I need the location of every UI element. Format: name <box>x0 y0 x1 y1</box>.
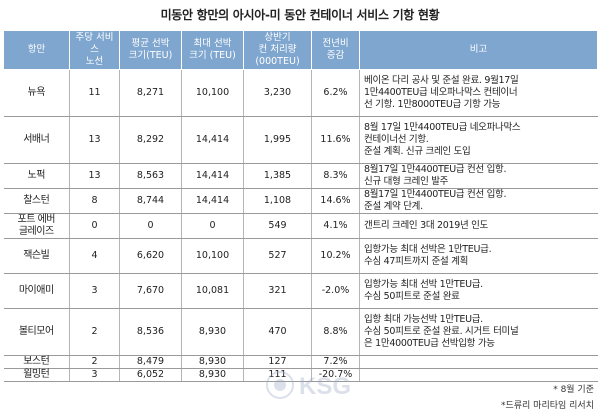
avg-size-cell: 7,670 <box>119 273 182 309</box>
services-cell: 2 <box>69 308 120 356</box>
port-cell: 윌밍턴 <box>3 368 70 382</box>
port-cell: 잭슨빌 <box>3 238 70 274</box>
avg-size-cell: 8,744 <box>119 188 182 214</box>
change-cell: 6.2% <box>311 69 360 117</box>
change-cell: 14.6% <box>311 188 360 214</box>
port-cell: 마이애미 <box>3 273 70 309</box>
ksg-watermark-logo: KSG <box>266 371 351 400</box>
volume-cell: 321 <box>243 273 312 309</box>
header-note: 비고 <box>359 30 598 70</box>
table-row: 마이애미 3 7,670 10,081 321 -2.0% 입항가능 최대 선박 1만TEU… <box>3 273 598 309</box>
table-row: 서배너 13 8,292 14,414 1,995 11.6% 8월 17일 1만4400T… <box>3 116 598 164</box>
services-cell: 11 <box>69 69 120 117</box>
header-change: 전년비 증감 <box>311 30 360 70</box>
port-cell: 볼티모어 <box>3 308 70 356</box>
change-cell: -2.0% <box>311 273 360 309</box>
port-cell: 노퍽 <box>3 163 70 189</box>
services-cell: 0 <box>69 213 120 239</box>
services-cell: 13 <box>69 116 120 164</box>
port-cell: 서배너 <box>3 116 70 164</box>
volume-cell: 1,108 <box>243 188 312 214</box>
note-cell: 8월17일 1만4400TEU급 컨선 입항. 준설 계약 단계. <box>359 188 598 214</box>
table-row: 뉴욕 11 8,271 10,100 3,230 6.2% 베이온 다리 공사 및 준설 완… <box>3 69 598 117</box>
max-size-cell: 8,930 <box>181 368 244 382</box>
max-size-cell: 0 <box>181 213 244 239</box>
volume-cell: 1,385 <box>243 163 312 189</box>
avg-size-cell: 8,292 <box>119 116 182 164</box>
avg-size-cell: 8,479 <box>119 355 182 369</box>
footnote-date: * 8월 기준 <box>553 385 594 395</box>
change-cell: 8.3% <box>311 163 360 189</box>
max-size-cell: 8,930 <box>181 355 244 369</box>
header-volume: 상반기 컨 처리량 (000TEU) <box>243 30 312 70</box>
max-size-cell: 10,081 <box>181 273 244 309</box>
volume-cell: 111 <box>243 368 312 382</box>
max-size-cell: 10,100 <box>181 238 244 274</box>
volume-cell: 527 <box>243 238 312 274</box>
note-cell: 8월17일 1만4400TEU급 컨선 입항. 신규 대형 크레인 발주 <box>359 163 598 189</box>
services-cell: 4 <box>69 238 120 274</box>
avg-size-cell: 8,271 <box>119 69 182 117</box>
note-cell <box>359 368 598 382</box>
port-cell: 찰스턴 <box>3 188 70 214</box>
header-services: 주당 서비스 노선 <box>69 30 120 70</box>
max-size-cell: 14,414 <box>181 163 244 189</box>
port-cell: 보스턴 <box>3 355 70 369</box>
change-cell: 8.8% <box>311 308 360 356</box>
table-row: 볼티모어 2 8,536 8,930 470 8.8% 입항 최대 가능선박 1만TEU급.… <box>3 308 598 356</box>
note-cell <box>359 355 598 369</box>
service-table: 항만 주당 서비스 노선 평균 선박 크기(TEU) 최대 선박 크기 (TEU) 상… <box>3 30 598 382</box>
avg-size-cell: 0 <box>119 213 182 239</box>
max-size-cell: 14,414 <box>181 188 244 214</box>
services-cell: 2 <box>69 355 120 369</box>
table-row: 찰스턴 8 8,744 14,414 1,108 14.6% 8월17일 1만4400TEU… <box>3 188 598 214</box>
note-cell: 입항가능 최대 선박 1만TEU급. 수심 50피트로 준설 완료 <box>359 273 598 309</box>
services-cell: 13 <box>69 163 120 189</box>
volume-cell: 549 <box>243 213 312 239</box>
note-cell: 8월 17일 1만4400TEU급 네오파나막스 컨테이너선 기항. 준설 계획. … <box>359 116 598 164</box>
avg-size-cell: 6,620 <box>119 238 182 274</box>
services-cell: 3 <box>69 368 120 382</box>
svg-text:KSG: KSG <box>299 373 351 400</box>
port-cell: 뉴욕 <box>3 69 70 117</box>
volume-cell: 3,230 <box>243 69 312 117</box>
change-cell: 4.1% <box>311 213 360 239</box>
change-cell: -20.7% <box>311 368 360 382</box>
max-size-cell: 8,930 <box>181 308 244 356</box>
table-row: 보스턴 2 8,479 8,930 127 7.2% <box>3 355 598 369</box>
header-row: 항만 주당 서비스 노선 평균 선박 크기(TEU) 최대 선박 크기 (TEU) 상… <box>3 30 598 70</box>
table-row: 윌밍턴 3 6,052 8,930 111 -20.7% <box>3 368 598 382</box>
header-max-size: 최대 선박 크기 (TEU) <box>181 30 244 70</box>
note-cell: 갠트리 크레인 3대 2019년 인도 <box>359 213 598 239</box>
table-title: 미동안 항만의 아시아-미 동안 컨테이너 서비스 기항 현황 <box>160 8 440 22</box>
volume-cell: 470 <box>243 308 312 356</box>
volume-cell: 1,995 <box>243 116 312 164</box>
table-row: 잭슨빌 4 6,620 10,100 527 10.2% 입항가능 최대 선박은 1만TEU… <box>3 238 598 274</box>
avg-size-cell: 8,536 <box>119 308 182 356</box>
note-cell: 입항가능 최대 선박은 1만TEU급. 수심 47피트까지 준설 계획 <box>359 238 598 274</box>
change-cell: 10.2% <box>311 238 360 274</box>
table-row: 노퍽 13 8,563 14,414 1,385 8.3% 8월17일 1만4400TEU급… <box>3 163 598 189</box>
header-avg-size: 평균 선박 크기(TEU) <box>119 30 182 70</box>
port-cell: 포트 에버 글레이즈 <box>3 213 70 239</box>
table-row: 포트 에버 글레이즈 0 0 0 549 4.1% 갠트리 크레인 3대 2019년 인도 <box>3 213 598 239</box>
avg-size-cell: 6,052 <box>119 368 182 382</box>
volume-cell: 127 <box>243 355 312 369</box>
change-cell: 11.6% <box>311 116 360 164</box>
change-cell: 7.2% <box>311 355 360 369</box>
services-cell: 3 <box>69 273 120 309</box>
max-size-cell: 10,100 <box>181 69 244 117</box>
services-cell: 8 <box>69 188 120 214</box>
avg-size-cell: 8,563 <box>119 163 182 189</box>
max-size-cell: 14,414 <box>181 116 244 164</box>
header-port: 항만 <box>3 30 70 70</box>
note-cell: 베이온 다리 공사 및 준설 완료. 9월17일 1만4400TEU급 네오파나막… <box>359 69 598 117</box>
footnote-source: *드류리 마리타임 리서치 <box>500 401 594 411</box>
note-cell: 입항 최대 가능선박 1만TEU급. 수심 50피트로 준설 완료. 시거트 터미… <box>359 308 598 356</box>
